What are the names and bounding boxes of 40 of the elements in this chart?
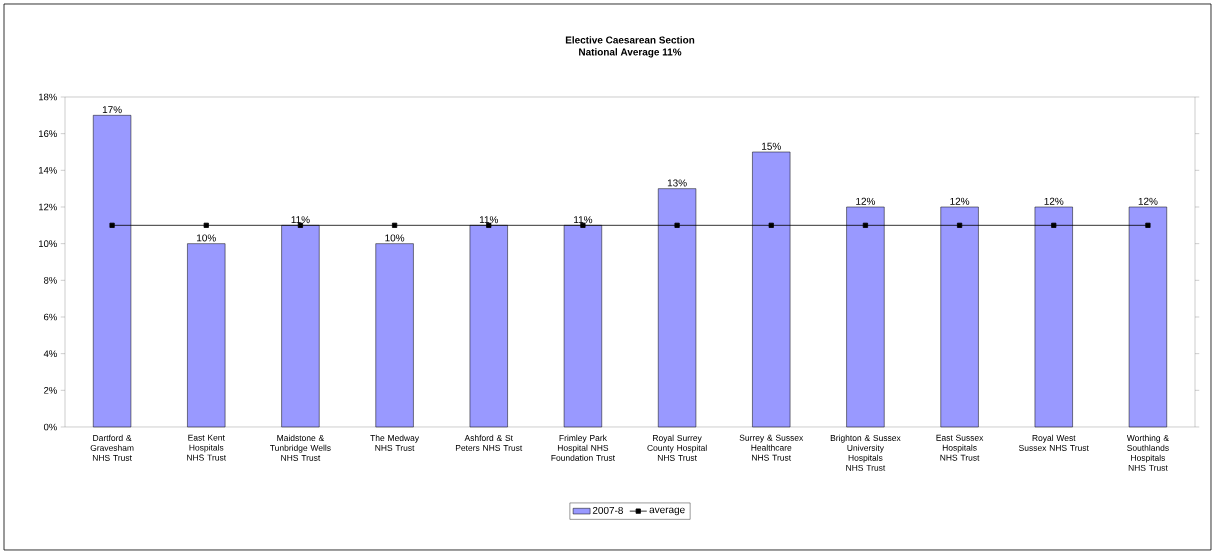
data-label: 12% xyxy=(1044,197,1064,205)
x-tick-label: Royal West Sussex NHS Trust xyxy=(1019,434,1089,451)
data-label: 12% xyxy=(1138,197,1158,205)
x-tick-label: Brighton & Sussex University Hospitals NHS Trust xyxy=(830,434,901,471)
data-label: 12% xyxy=(950,197,970,205)
y-tick-label: 14% xyxy=(39,167,57,174)
legend-label: average xyxy=(649,507,685,516)
data-label: 12% xyxy=(856,197,876,205)
y-tick-label: 18% xyxy=(39,93,57,101)
x-tick-label: The Medway NHS Trust xyxy=(370,434,420,451)
x-tick-label: East Kent Hospitals NHS Trust xyxy=(187,434,227,461)
bar xyxy=(375,243,414,428)
x-tick-label: Surrey & Sussex Healthcare NHS Trust xyxy=(739,434,804,461)
x-tick-label: Dartford & Gravesham NHS Trust xyxy=(90,434,134,461)
data-label: 11% xyxy=(574,216,593,224)
y-tick-label: 2% xyxy=(44,386,57,394)
x-tick-label: Worthing & Southlands Hospitals NHS Trust xyxy=(1126,434,1169,471)
data-label: 11% xyxy=(291,216,310,224)
y-tick-label: 8% xyxy=(43,276,57,284)
x-tick-label: Maidstone & Tunbridge Wells NHS Trust xyxy=(270,434,331,461)
y-tick-label: 4% xyxy=(43,350,57,357)
data-label: 17% xyxy=(102,106,122,114)
bar xyxy=(187,243,226,428)
x-tick-label: East Sussex Hospitals NHS Trust xyxy=(936,434,984,461)
y-tick-label: 6% xyxy=(44,313,57,321)
x-tick-label: Royal Surrey County Hospital NHS Trust xyxy=(647,434,707,461)
data-label: 11% xyxy=(479,216,499,224)
x-tick-label: Ashford & St Peters NHS Trust xyxy=(455,434,523,451)
chart-subtitle: National Average 11% xyxy=(579,48,682,58)
data-label: 13% xyxy=(667,179,687,187)
data-label: 10% xyxy=(197,234,216,242)
y-tick-label: 0% xyxy=(43,423,57,431)
data-label: 15% xyxy=(762,142,781,150)
x-tick-label: Frimley Park Hospital NHS Foundation Trust xyxy=(551,434,615,461)
y-tick-label: 10% xyxy=(39,240,57,247)
data-label: 10% xyxy=(385,234,405,242)
legend-label: 2007-8 xyxy=(592,506,623,514)
y-tick-label: 12% xyxy=(39,203,57,211)
y-tick-label: 16% xyxy=(39,130,57,137)
chart-title: Elective Caesarean Section xyxy=(565,36,695,44)
